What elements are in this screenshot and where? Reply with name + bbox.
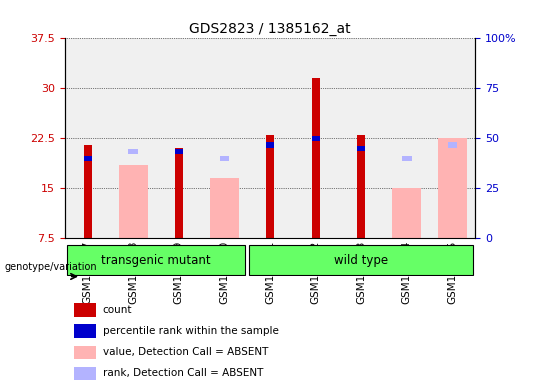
Bar [210, 178, 239, 238]
Bar [75, 324, 96, 338]
Bar [448, 142, 457, 147]
Bar [119, 165, 147, 238]
Text: genotype/variation: genotype/variation [4, 262, 97, 272]
Bar [357, 146, 365, 151]
Bar [220, 156, 229, 161]
Bar [75, 367, 96, 380]
Text: count: count [103, 305, 132, 315]
Bar [438, 138, 467, 238]
Text: percentile rank within the sample: percentile rank within the sample [103, 326, 279, 336]
Bar [75, 346, 96, 359]
Bar [402, 156, 411, 161]
Bar [393, 188, 421, 238]
FancyBboxPatch shape [249, 245, 473, 275]
Bar [129, 149, 138, 154]
Bar [75, 303, 96, 317]
Bar [175, 149, 183, 154]
Text: rank, Detection Call = ABSENT: rank, Detection Call = ABSENT [103, 368, 263, 379]
Bar [84, 156, 92, 161]
Text: value, Detection Call = ABSENT: value, Detection Call = ABSENT [103, 347, 268, 358]
Bar [312, 136, 320, 141]
Bar [266, 142, 274, 147]
Bar [175, 148, 183, 238]
Bar [84, 145, 92, 238]
Bar [357, 135, 365, 238]
FancyBboxPatch shape [67, 245, 245, 275]
Bar [266, 135, 274, 238]
Text: transgenic mutant: transgenic mutant [101, 254, 211, 266]
Title: GDS2823 / 1385162_at: GDS2823 / 1385162_at [189, 22, 351, 36]
Bar [312, 78, 320, 238]
Text: wild type: wild type [334, 254, 388, 266]
